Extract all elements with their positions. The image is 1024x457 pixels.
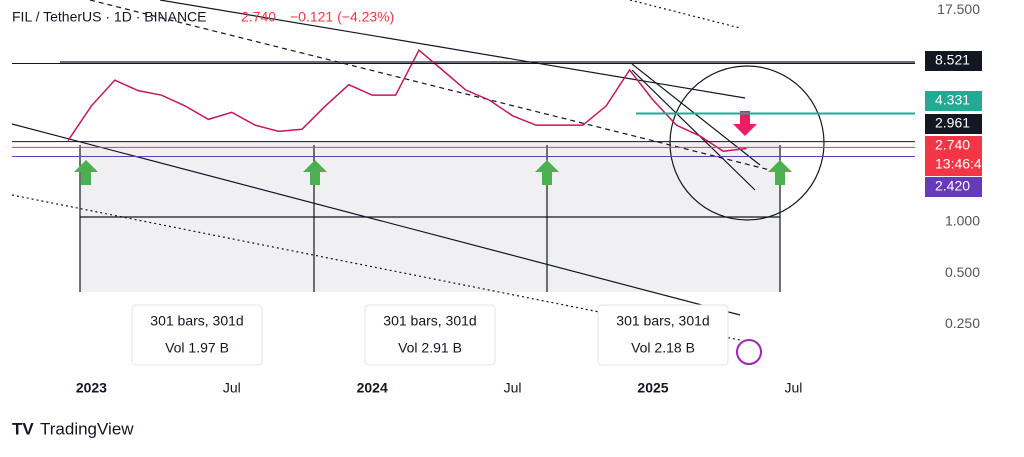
price-badge-label: 4.331 [935,92,970,108]
icon [736,339,762,365]
x-tick-label: 2023 [76,380,107,396]
symbol: FIL / TetherUS · 1D · BINANCE [12,9,207,25]
arrows-up [74,160,792,185]
price: 2.740 [241,9,276,25]
annotation-vol: Vol 1.97 B [165,340,229,356]
annotation-box [597,304,729,366]
annotation-bars: 301 bars, 301d [150,313,243,329]
price-badge [925,114,982,134]
price-badge-label: 2.961 [935,115,970,131]
price-badge [925,136,982,176]
annotation-vol: Vol 2.91 B [398,340,462,356]
x-tick-label: 2025 [637,380,668,396]
price-badge [925,91,982,111]
x-tick-label: Jul [223,380,241,396]
logo: TV [12,419,34,438]
x-tick-label: 2024 [357,380,388,396]
y-tick-label: 17.500 [937,1,980,17]
annotation-box [131,304,263,366]
countdown: 13:46:46 [935,156,990,172]
price-badge [925,51,982,71]
brand: TradingView [40,419,134,438]
annotation-bars: 301 bars, 301d [383,313,476,329]
y-tick-label: 0.250 [945,315,980,331]
price-badge [925,177,982,197]
price-badge-label: 2.740 [935,137,970,153]
price-badge-label: 2.420 [935,178,970,194]
x-tick-label: Jul [504,380,522,396]
y-tick-label: 1.000 [945,213,980,229]
x-tick-label: Jul [784,380,802,396]
price-line [67,48,747,153]
change: −0.121 (−4.23%) [290,9,394,25]
price-badge-label: 8.521 [935,52,970,68]
annotation-bars: 301 bars, 301d [616,313,709,329]
annotation-vol: Vol 2.18 B [631,340,695,356]
y-tick-label: 0.500 [945,264,980,280]
annotation-box [364,304,496,366]
arrow-down [733,111,757,136]
